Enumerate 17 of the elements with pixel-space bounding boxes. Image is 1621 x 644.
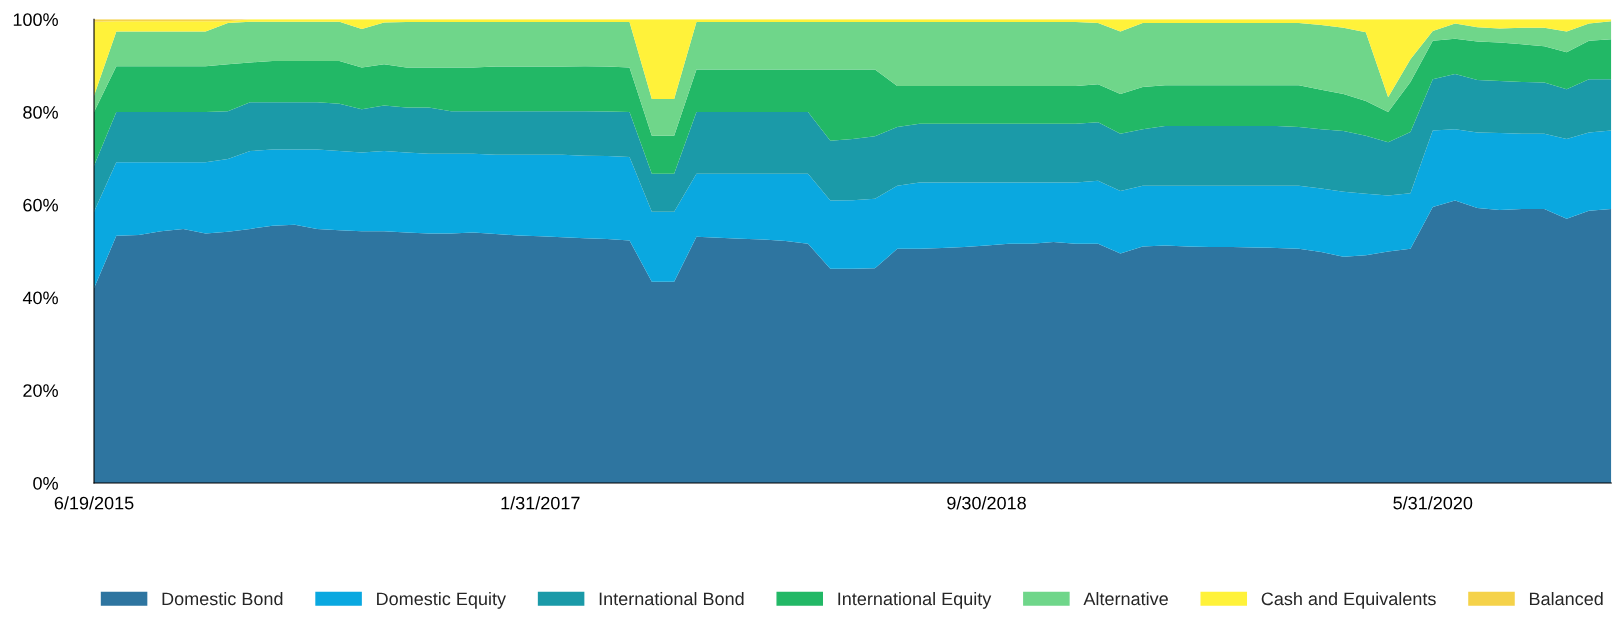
legend-label: Cash and Equivalents [1261, 591, 1436, 609]
y-tick-label: 60% [23, 198, 58, 212]
y-tick-label: 80% [23, 105, 58, 119]
legend-label: Domestic Bond [162, 591, 283, 606]
legend-label: International Equity [838, 591, 992, 609]
legend-label: International Bond [599, 591, 744, 606]
y-tick-label: 100% [13, 13, 58, 27]
y-tick-label: 40% [22, 291, 58, 305]
legend-label: Balanced [1529, 591, 1603, 606]
legend-label: Domestic Equity [377, 591, 506, 609]
x-tick-label: 6/19/2015 [54, 496, 134, 510]
y-tick-label: 0% [33, 476, 58, 490]
x-tick-label: 1/31/2017 [501, 496, 580, 510]
y-tick-label: 20% [23, 384, 58, 397]
x-tick-label: 9/30/2018 [947, 496, 1026, 510]
legend-label: Alternative [1083, 591, 1168, 606]
x-tick-label: 5/31/2020 [1393, 496, 1473, 510]
